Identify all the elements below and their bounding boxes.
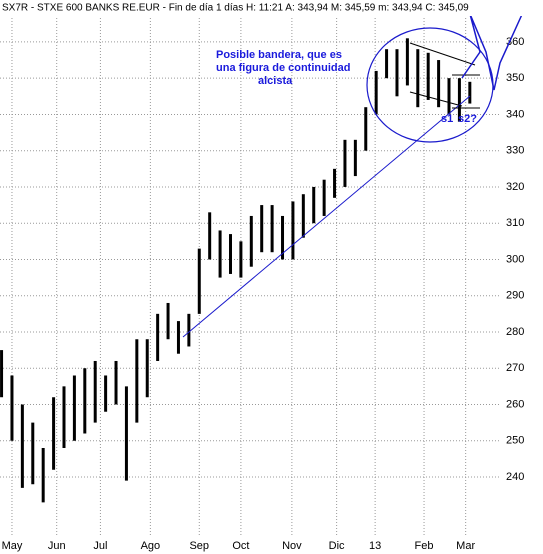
bars bbox=[0, 38, 472, 503]
y-tick-label: 260 bbox=[506, 398, 524, 410]
annotation: alcista bbox=[258, 75, 293, 87]
trend-line bbox=[182, 95, 471, 338]
y-tick-label: 300 bbox=[506, 253, 524, 265]
header-bg bbox=[0, 0, 543, 16]
x-tick-label: May bbox=[2, 540, 23, 552]
y-tick-label: 250 bbox=[506, 435, 524, 447]
y-tick-label: 270 bbox=[506, 362, 524, 374]
flag-line bbox=[409, 42, 476, 66]
x-tick-label: Mar bbox=[456, 540, 475, 552]
y-tick-label: 330 bbox=[506, 145, 524, 157]
y-tick-label: 350 bbox=[506, 72, 524, 84]
header: SX7R - STXE 600 BANKS RE.EUR - Fin de dí… bbox=[2, 3, 469, 14]
grid: 240 250 260 270 280 290 300 310 320 330 340 350 360 M… bbox=[0, 18, 524, 552]
y-tick-label: 340 bbox=[506, 108, 524, 120]
y-tick-label: 320 bbox=[506, 181, 524, 193]
x-tick-label: Feb bbox=[415, 540, 434, 552]
x-tick-label: Dic bbox=[329, 540, 345, 552]
y-tick-label: 290 bbox=[506, 290, 524, 302]
annotation: Posible bandera, que es bbox=[216, 49, 342, 61]
y-tick-label: 310 bbox=[506, 217, 524, 229]
y-tick-label: 360 bbox=[506, 36, 524, 48]
x-tick-label: Jul bbox=[93, 540, 107, 552]
x-tick-label: Jun bbox=[48, 540, 66, 552]
y-tick-label: 280 bbox=[506, 326, 524, 338]
x-tick-label: Sep bbox=[189, 540, 209, 552]
support-label: s1 bbox=[441, 113, 453, 125]
y-tick-label: 240 bbox=[506, 471, 524, 483]
x-tick-label: 13 bbox=[369, 540, 381, 552]
support-label: s2? bbox=[458, 113, 477, 125]
x-tick-label: Nov bbox=[282, 540, 302, 552]
flag-line bbox=[409, 91, 463, 107]
x-tick-label: Ago bbox=[141, 540, 161, 552]
projection-arrow bbox=[461, 9, 525, 91]
annotation: una figura de continuidad bbox=[216, 62, 350, 74]
x-tick-label: Oct bbox=[232, 540, 249, 552]
